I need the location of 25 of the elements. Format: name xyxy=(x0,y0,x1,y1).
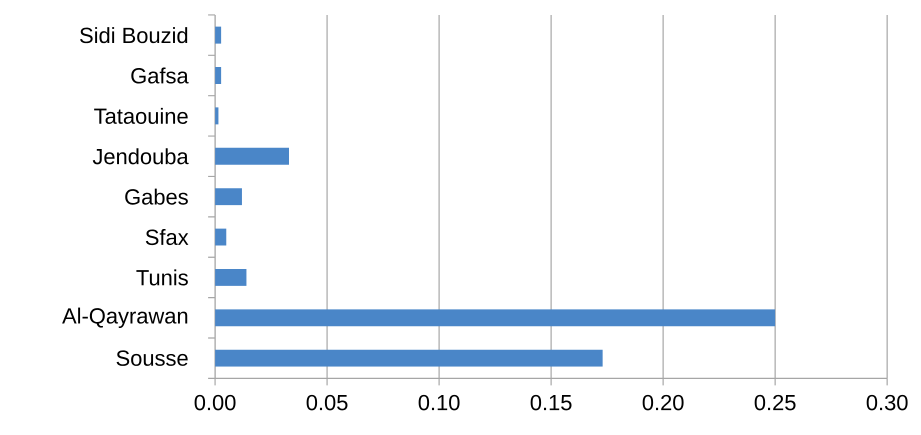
y-tick-label: Sfax xyxy=(146,228,188,246)
bar xyxy=(215,148,289,165)
x-tick-label: 0.15 xyxy=(530,394,572,410)
x-tick-label: 0.30 xyxy=(866,394,908,410)
y-tick-label: Gafsa xyxy=(131,67,189,84)
bar xyxy=(215,309,776,326)
y-tick-label: Jendouba xyxy=(92,148,189,164)
bar xyxy=(215,228,226,246)
bar xyxy=(215,350,603,367)
bar xyxy=(215,107,218,124)
y-tick-label: Sidi Bouzid xyxy=(80,27,188,44)
y-tick-label: Tunis xyxy=(136,269,188,286)
bar xyxy=(215,268,246,286)
bar xyxy=(215,26,222,44)
y-tick-label: Sousse xyxy=(116,350,188,366)
bar xyxy=(215,67,222,84)
x-tick-label: 0.25 xyxy=(754,394,796,410)
x-tick-label: 0.10 xyxy=(418,394,460,410)
x-tick-label: 0.00 xyxy=(194,394,236,410)
x-tick-label: 0.05 xyxy=(306,394,348,410)
x-tick-label: 0.20 xyxy=(642,394,684,410)
y-tick-label: Gabes xyxy=(125,188,188,205)
bar xyxy=(215,188,242,206)
y-tick-label: Al-Qayrawan xyxy=(62,308,188,328)
y-tick-label: Tataouine xyxy=(94,108,188,124)
